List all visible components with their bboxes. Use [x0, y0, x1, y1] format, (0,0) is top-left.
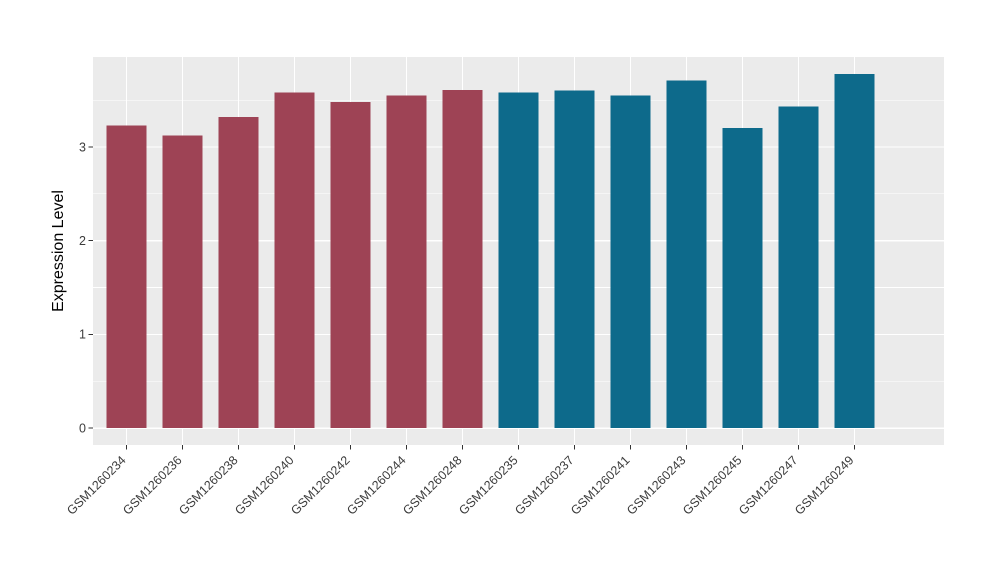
bars: [106, 73, 875, 429]
y-tick-label: 3: [79, 140, 86, 154]
bar-GSM1260241: [610, 95, 651, 429]
bar-GSM1260240: [274, 92, 315, 429]
x-tick-label: GSM1260249: [792, 453, 856, 517]
bar-GSM1260235: [498, 92, 539, 429]
bar-GSM1260244: [386, 95, 427, 429]
y-tick-label: 1: [79, 328, 86, 342]
x-tick-label: GSM1260248: [400, 453, 464, 517]
bar-GSM1260238: [218, 116, 259, 429]
bar-GSM1260242: [330, 101, 371, 429]
x-tick-label: GSM1260234: [64, 453, 128, 517]
x-tick-label: GSM1260235: [456, 453, 520, 517]
bar-GSM1260248: [442, 89, 483, 429]
bar-GSM1260243: [666, 80, 707, 429]
bar-GSM1260247: [778, 106, 819, 429]
x-tick-label: GSM1260242: [288, 453, 352, 517]
x-tick-label: GSM1260241: [568, 453, 632, 517]
x-tick-label: GSM1260240: [232, 453, 296, 517]
bar-GSM1260249: [834, 73, 875, 429]
bar-GSM1260245: [722, 128, 763, 429]
y-axis-title: Expression Level: [50, 190, 67, 312]
x-tick-label: GSM1260236: [120, 453, 184, 517]
y-tick-label: 0: [79, 421, 86, 435]
x-tick-label: GSM1260238: [176, 453, 240, 517]
y-tick-label: 2: [79, 234, 86, 248]
bar-GSM1260237: [554, 90, 595, 429]
x-tick-label: GSM1260243: [624, 453, 688, 517]
bar-GSM1260236: [162, 135, 203, 429]
x-tick-label: GSM1260237: [512, 453, 576, 517]
bar-GSM1260234: [106, 125, 147, 429]
